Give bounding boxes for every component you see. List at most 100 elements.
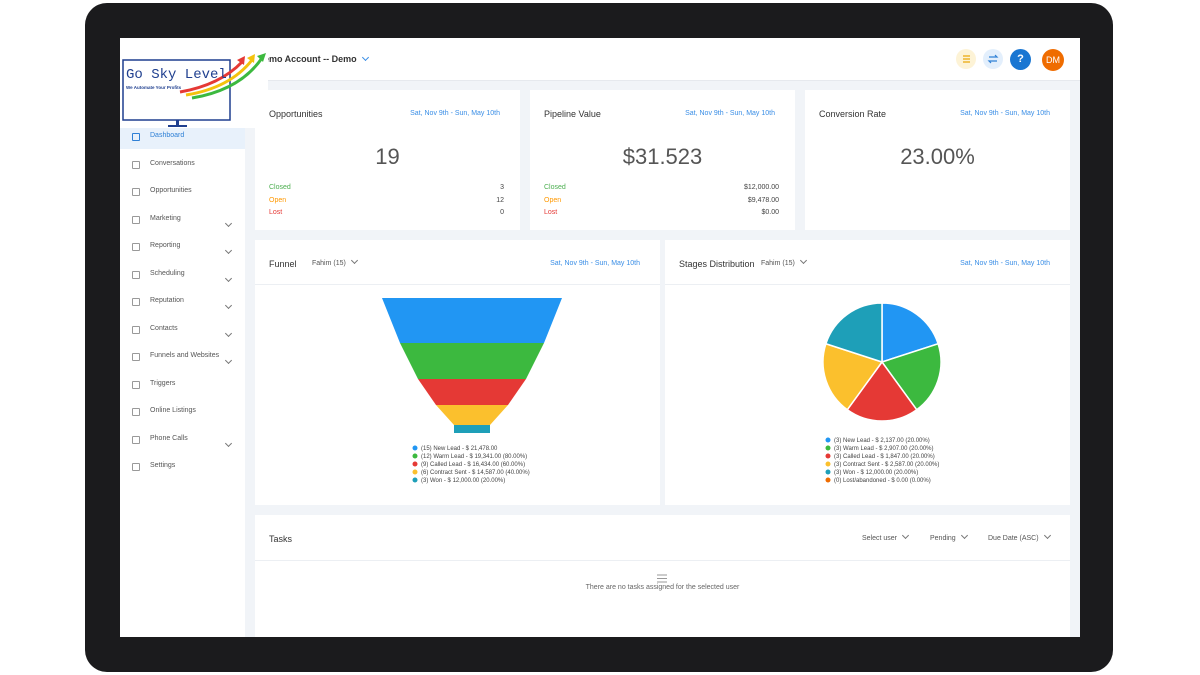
legend-label: (3) Won - $ 12,000.00 (20.00%) <box>421 478 505 484</box>
funnel-segment <box>418 379 526 405</box>
help-button[interactable]: ? <box>1010 49 1031 70</box>
nav-label: Opportunities <box>150 187 192 194</box>
switch-button[interactable] <box>983 49 1003 69</box>
nav-item[interactable]: Opportunities <box>120 180 245 204</box>
nav-icon <box>132 353 140 361</box>
filter-dropdown[interactable]: Fahim (15) <box>312 256 358 267</box>
row-label: Lost <box>269 209 283 216</box>
account-switcher[interactable]: emo Account -- Demo <box>264 53 369 64</box>
nav-icon <box>132 435 140 444</box>
legend-dot <box>825 469 831 475</box>
nav-item[interactable]: Online Listings <box>120 400 245 424</box>
pie-slice <box>880 342 942 411</box>
legend-dot <box>412 469 418 475</box>
content: Opportunities Sat, Nov 9th - Sun, May 10t… <box>120 38 1080 637</box>
nav-label: Funnels and Websites <box>150 352 220 359</box>
nav-label: Settings <box>150 462 176 469</box>
card-date: Sat, Nov 9th - Sun, May 10th <box>410 110 500 117</box>
card-date: Sat, Nov 9th - Sun, May 10th <box>550 260 640 267</box>
pie-slice <box>881 302 940 364</box>
logo: Go Sky Level We Automate Your Profits <box>120 40 268 128</box>
nav-item[interactable]: Marketing <box>120 208 245 232</box>
task-filter[interactable]: Pending <box>930 531 968 542</box>
card-title: Conversion Rate <box>819 109 887 119</box>
task-filter[interactable]: Due Date (ASC) <box>988 531 1051 542</box>
funnel-segment <box>400 343 544 379</box>
row-label: Closed <box>544 184 566 191</box>
account-name: emo Account -- Demo <box>264 54 357 64</box>
nav-icon <box>132 215 140 224</box>
nav-icon <box>132 270 140 279</box>
card-value: $31.523 <box>622 144 703 169</box>
funnel-card: Funnel Fahim (15) Sat, Nov 9th - Sun, May … <box>255 240 660 505</box>
row-value: 3 <box>500 184 504 191</box>
screen: emo Account -- Demo ? DM Dashboard Conver… <box>120 38 1080 637</box>
nav-icon <box>132 380 140 389</box>
avatar[interactable]: DM <box>1042 49 1064 71</box>
empty-message: There are no tasks assigned for the sele… <box>585 584 740 591</box>
nav-icon <box>132 463 140 471</box>
kpi-card: Conversion Rate Sat, Nov 9th - Sun, May 1… <box>805 90 1070 230</box>
nav-label: Phone Calls <box>150 434 188 442</box>
legend-dot <box>825 461 831 467</box>
stages-card: Stages Distribution Fahim (15) Sat, Nov 9t… <box>665 240 1070 505</box>
nav-label: Scheduling <box>150 269 185 277</box>
card-date: Sat, Nov 9th - Sun, May 10th <box>960 110 1050 117</box>
card-value: 19 <box>375 144 400 169</box>
sidebar: Dashboard Conversations Opportunities Marke… <box>120 80 245 637</box>
legend-label: (3) Contract Sent - $ 2,587.00 (20.00%) <box>834 462 939 468</box>
filter-label: Select user <box>862 535 898 542</box>
filter-label: Due Date (ASC) <box>988 535 1039 542</box>
filter-label: Fahim (15) <box>312 260 346 267</box>
nav-item[interactable]: Dashboard <box>120 125 245 149</box>
nav-item[interactable]: Settings <box>120 455 245 479</box>
nav-label: Dashboard <box>150 132 185 139</box>
divider <box>255 560 1070 561</box>
filter-label: Pending <box>930 535 956 542</box>
nav-item[interactable]: Contacts <box>120 318 245 342</box>
funnel-segment <box>436 405 508 425</box>
funnel-segment <box>382 298 562 343</box>
legend-label: (3) Warm Lead - $ 2,907.00 (20.00%) <box>834 446 934 452</box>
pie-slice <box>846 360 918 422</box>
header: emo Account -- Demo ? DM <box>120 38 1080 81</box>
nav-label: Reporting <box>150 242 181 249</box>
nav-item[interactable]: Triggers <box>120 373 245 397</box>
kpi-card: Pipeline Value Sat, Nov 9th - Sun, May 10… <box>530 90 795 230</box>
nav-icon <box>132 408 140 416</box>
row-value: $9,478.00 <box>747 196 779 204</box>
funnel-segment <box>454 425 490 433</box>
chart: (3) New Lead - $ 2,137.00 (20.00%) (3) Wa… <box>822 302 942 484</box>
nav-label: Reputation <box>150 297 184 304</box>
legend-label: (6) Contract Sent - $ 14,587.00 (40.00%) <box>421 470 530 476</box>
list-button[interactable] <box>956 49 976 69</box>
nav-item[interactable]: Funnels and Websites <box>120 345 245 369</box>
row-label: Open <box>269 196 287 204</box>
nav-item[interactable]: Reputation <box>120 290 245 314</box>
divider <box>665 284 1070 285</box>
legend-label: (15) New Lead - $ 21,478.00 <box>421 446 498 452</box>
nav-item[interactable]: Scheduling <box>120 263 245 287</box>
nav-label: Marketing <box>150 214 181 222</box>
legend-dot <box>825 477 831 483</box>
legend-dot <box>412 453 418 459</box>
nav-item[interactable]: Reporting <box>120 235 245 259</box>
pie-slice <box>822 342 884 411</box>
task-filter[interactable]: Select user <box>862 531 910 542</box>
nav-label: Online Listings <box>150 407 196 414</box>
nav-label: Contacts <box>150 324 178 332</box>
kpi-card: Opportunities Sat, Nov 9th - Sun, May 10t… <box>255 90 520 230</box>
nav-icon <box>132 188 140 196</box>
row-label: Lost <box>544 209 558 216</box>
legend-dot <box>412 445 418 451</box>
filter-dropdown[interactable]: Fahim (15) <box>761 256 807 267</box>
chart: (15) New Lead - $ 21,478.00 (12) Warm Lea… <box>382 298 562 484</box>
nav-icon <box>132 325 140 334</box>
legend-dot <box>412 461 418 467</box>
nav-icon <box>132 298 140 306</box>
row-value: $0.00 <box>761 209 779 216</box>
nav-item[interactable]: Phone Calls <box>120 428 245 452</box>
card-title: Opportunities <box>269 109 323 119</box>
row-label: Open <box>544 196 562 204</box>
nav-item[interactable]: Conversations <box>120 153 245 177</box>
